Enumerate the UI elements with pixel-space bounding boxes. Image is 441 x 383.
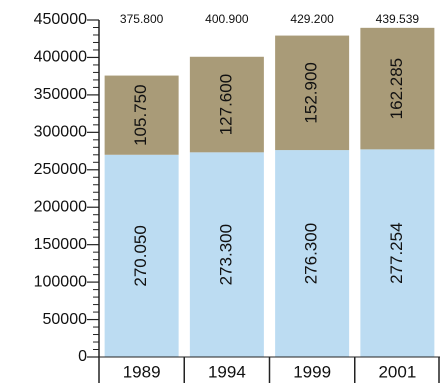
y-tick-label: 300000	[34, 124, 87, 141]
y-tick-label: 200000	[34, 198, 87, 215]
y-tick-label: 50000	[43, 311, 88, 328]
y-tick-label: 400000	[34, 49, 87, 66]
x-tick-label: 1989	[123, 362, 161, 381]
x-tick-label: 2001	[378, 362, 416, 381]
total-label: 375.800	[120, 12, 164, 26]
value-label: 105.750	[131, 84, 150, 145]
y-tick-label: 150000	[34, 236, 87, 253]
y-tick-label: 250000	[34, 161, 87, 178]
bar-segment	[360, 149, 435, 357]
total-label: 439.539	[376, 12, 420, 26]
bar-segment	[360, 27, 435, 150]
bar-segment	[104, 75, 179, 155]
bar-segment	[275, 150, 350, 357]
value-label: 277.254	[387, 222, 406, 283]
bar-segment	[104, 154, 179, 357]
value-label: 270.050	[131, 225, 150, 286]
x-tick-label: 1994	[208, 362, 246, 381]
y-tick-label: 350000	[34, 86, 87, 103]
value-label: 127.600	[216, 74, 235, 135]
y-tick-label: 0	[78, 348, 87, 365]
total-label: 400.900	[205, 12, 249, 26]
value-label: 152.900	[302, 62, 321, 123]
bar-segment	[189, 152, 264, 357]
x-tick-label: 1999	[293, 362, 331, 381]
total-label: 429.200	[290, 12, 334, 26]
value-label: 162.285	[387, 58, 406, 119]
value-label: 273.300	[216, 224, 235, 285]
y-tick-label: 100000	[34, 273, 87, 290]
bar-segment	[275, 35, 350, 151]
value-label: 276.300	[302, 223, 321, 284]
y-tick-label: 450000	[34, 11, 87, 28]
bar-segment	[189, 56, 264, 153]
